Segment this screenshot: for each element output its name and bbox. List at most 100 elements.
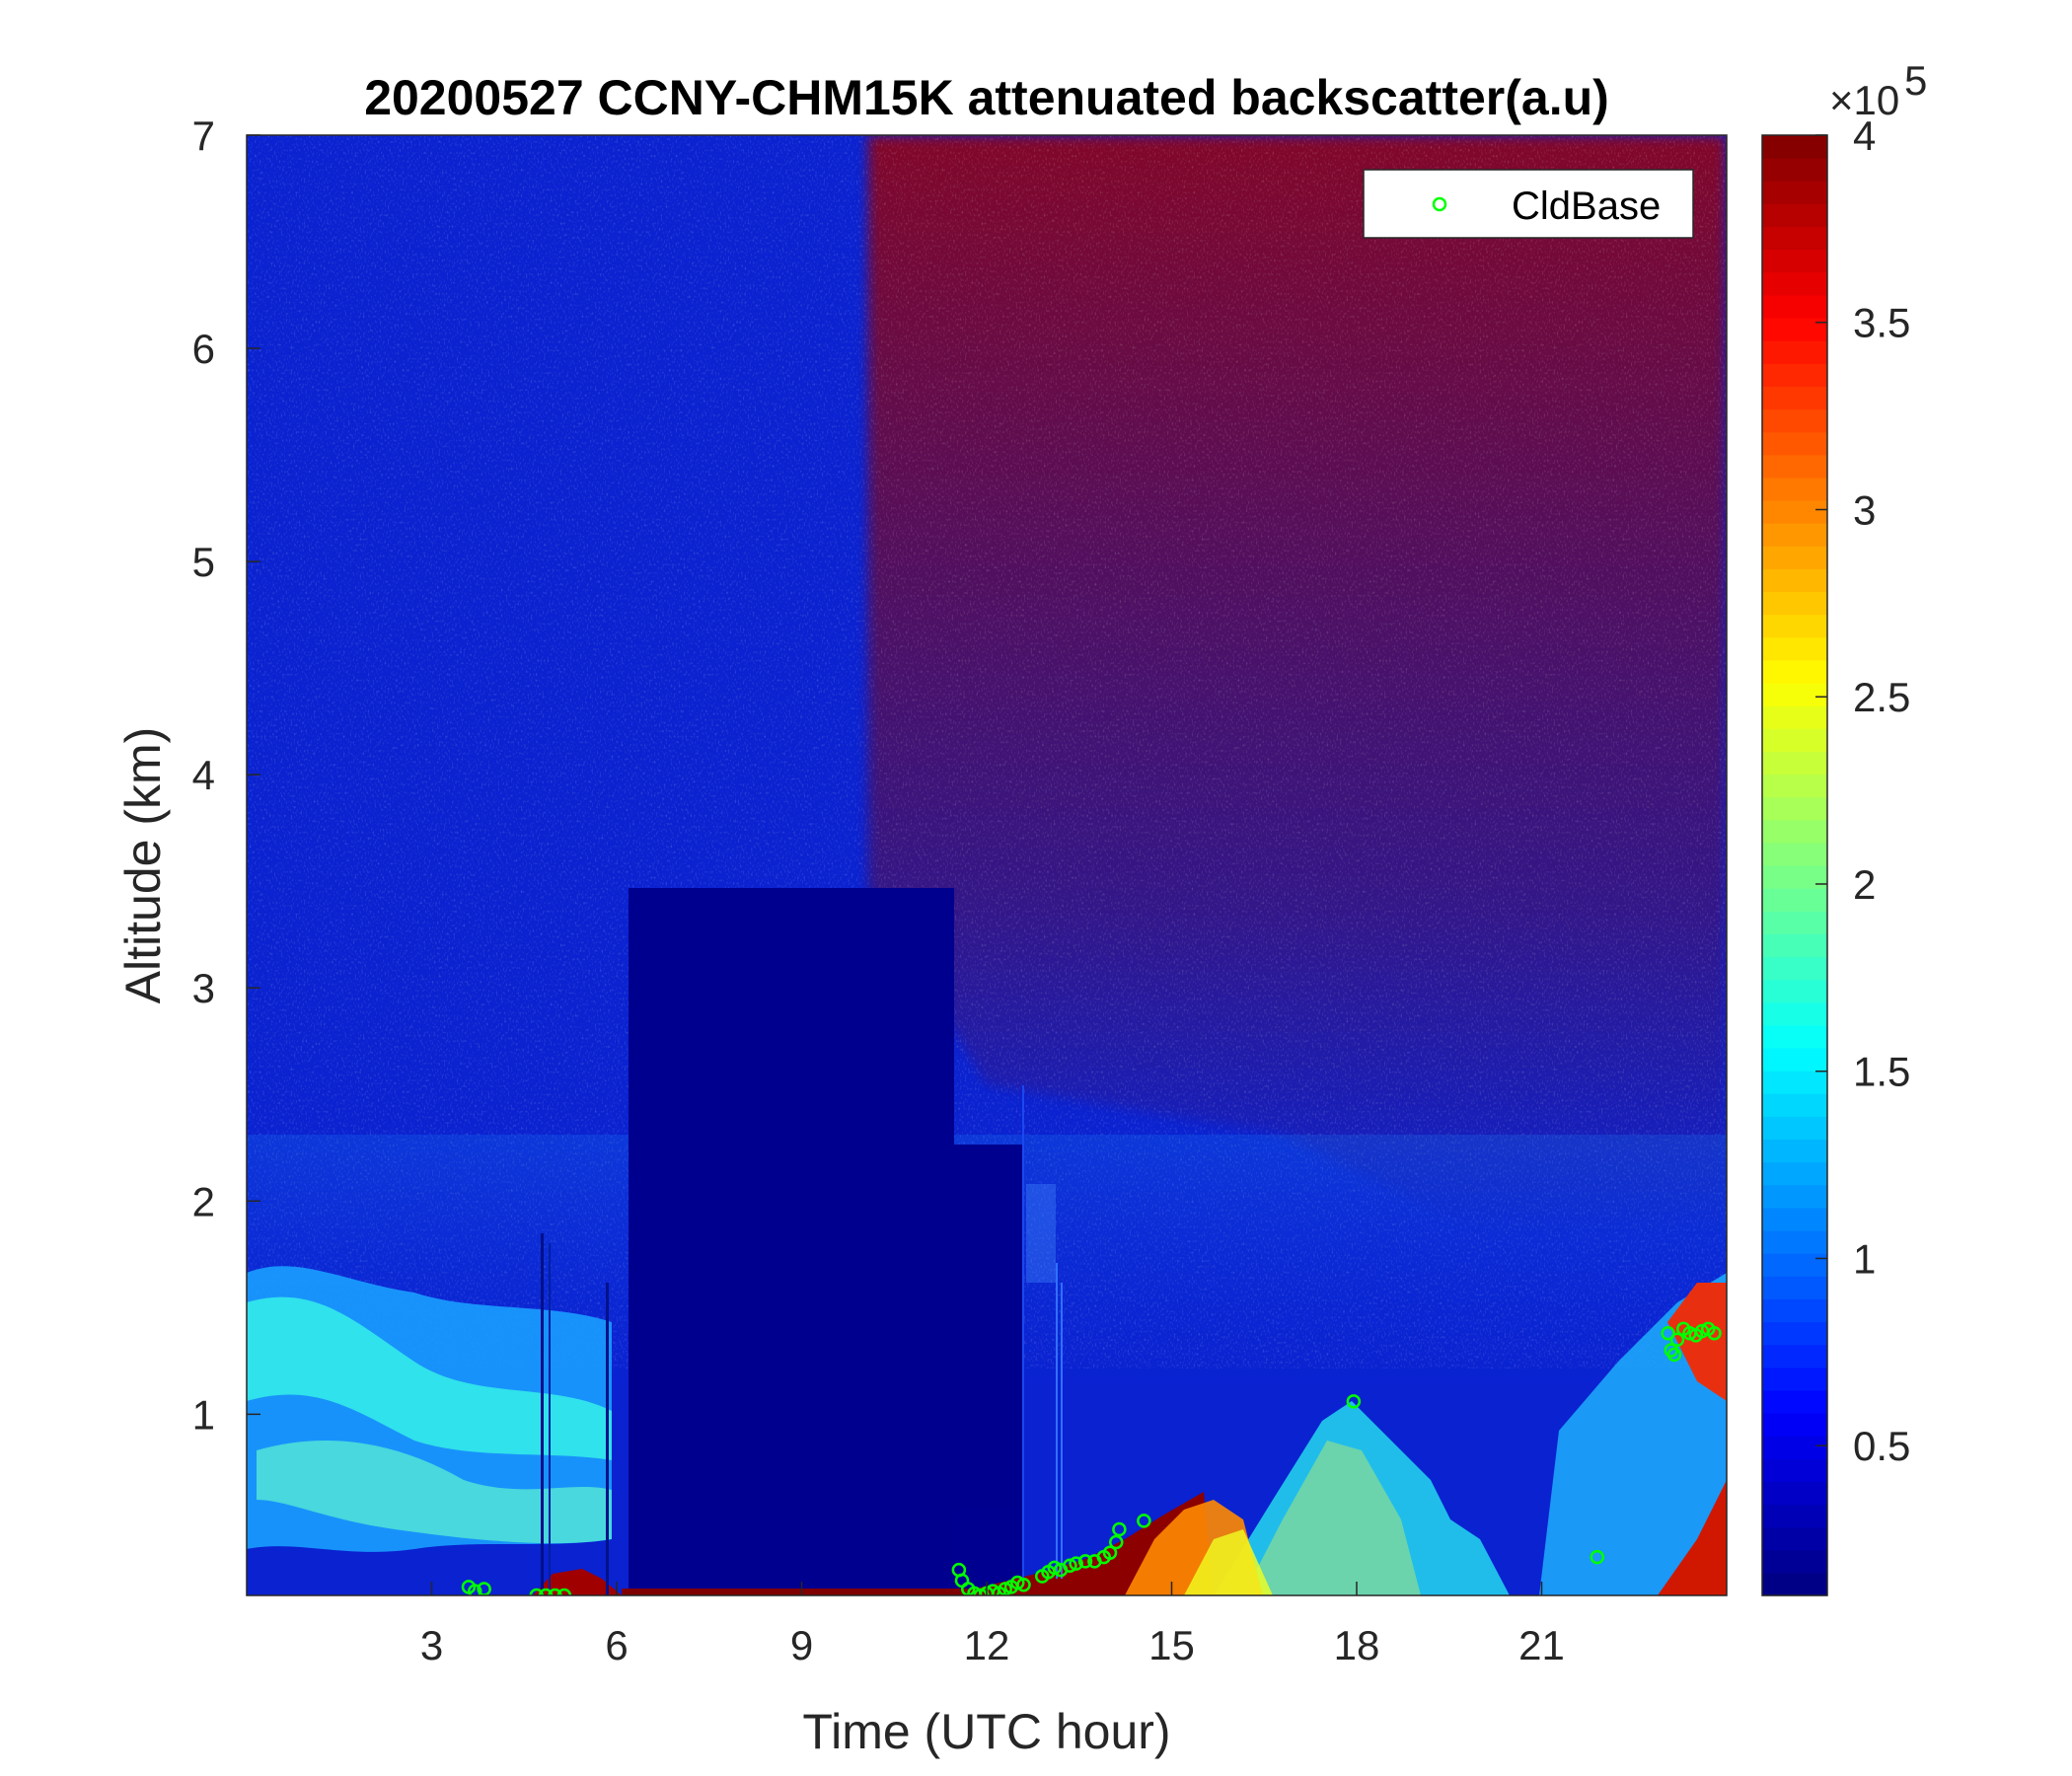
colorbar-tick-label: 3.5: [1853, 300, 1910, 346]
x-tick-label: 6: [605, 1622, 628, 1668]
cloud-base-point: [1137, 1514, 1151, 1528]
cloud-base-point: [1069, 1556, 1083, 1571]
colorbar-segment: [1762, 1207, 1827, 1231]
colorbar-segment: [1762, 911, 1827, 934]
x-axis: 3 6 9 12 15 18 21: [420, 1582, 1565, 1668]
colorbar-tick-label: 1: [1853, 1235, 1876, 1282]
colorbar-segment: [1762, 1024, 1827, 1049]
legend-label-cldbase: CldBase: [1512, 185, 1661, 228]
colorbar-segment: [1762, 705, 1827, 729]
colorbar-segment: [1762, 979, 1827, 1003]
cloud-base-point: [1063, 1558, 1077, 1574]
cloud-base-point: [548, 1588, 562, 1595]
colorbar-tick-label: 1.5: [1853, 1049, 1910, 1095]
colorbar-segment: [1762, 1572, 1827, 1596]
x-tick-label: 9: [790, 1622, 813, 1668]
left-cyan-streak: [247, 1296, 612, 1460]
legend-marker-cldbase: [1432, 196, 1447, 212]
colorbar-segment: [1762, 500, 1827, 524]
colorbar-tick-label: 0.5: [1853, 1423, 1910, 1469]
colorbar-segment: [1762, 774, 1827, 798]
colorbar-segment: [1762, 659, 1827, 684]
quiet-block: [629, 888, 954, 1595]
cloud-base-point: [556, 1588, 572, 1595]
streak: [541, 1233, 544, 1595]
colorbar-segment: [1762, 1321, 1827, 1346]
colorbar-segment: [1762, 614, 1827, 638]
colorbar-segment: [1762, 956, 1827, 981]
colorbar-segment: [1762, 1298, 1827, 1323]
cloud-base-point: [538, 1588, 554, 1595]
x-axis-label: Time (UTC hour): [802, 1704, 1170, 1759]
colorbar-segment: [1762, 477, 1827, 501]
cloud-base-point: [468, 1584, 482, 1595]
colorbar-segment: [1762, 1048, 1827, 1072]
colorbar-segment: [1762, 1413, 1827, 1437]
cloud-base-point: [1010, 1575, 1025, 1591]
colorbar-segment: [1762, 454, 1827, 479]
colorbar-segment: [1762, 1161, 1827, 1186]
x-tick-label: 15: [1148, 1622, 1195, 1668]
surface-red-layer: [888, 1492, 1214, 1595]
colorbar-segment: [1762, 271, 1827, 296]
right-aerosol-hill: [1214, 1401, 1510, 1595]
cloud-base-point: [1112, 1521, 1127, 1537]
colorbar-segment: [1762, 249, 1827, 273]
colorbar-segment: [1762, 728, 1827, 752]
colorbar-segment: [1762, 1093, 1827, 1117]
cloud-base-point: [529, 1588, 544, 1595]
cloud-base-point: [1109, 1534, 1124, 1550]
colorbar-segment: [1762, 294, 1827, 319]
colorbar-segment: [1762, 1071, 1827, 1094]
streak: [1056, 1263, 1058, 1579]
colorbar-segment: [1762, 888, 1827, 912]
cloud-base-point: [1047, 1560, 1062, 1576]
colorbar-tick-label: 3: [1853, 486, 1876, 533]
colorbar-exponent: 5: [1904, 57, 1927, 104]
heatmap: [247, 135, 1727, 1595]
colorbar-segment: [1762, 1116, 1827, 1141]
colorbar-segment: [1762, 203, 1827, 228]
colorbar-segment: [1762, 636, 1827, 661]
y-tick-label: 2: [192, 1178, 215, 1224]
colorbar-segment: [1762, 1504, 1827, 1528]
colorbar-tick-label: 2.5: [1853, 674, 1910, 720]
right-aerosol-yellow: [1243, 1441, 1421, 1595]
colorbar-segment: [1762, 796, 1827, 821]
colorbar-segment: [1762, 1458, 1827, 1482]
cloud-base-point: [1346, 1394, 1362, 1409]
cloud-base-point: [1666, 1347, 1682, 1363]
colorbar-segment: [1762, 1276, 1827, 1299]
colorbar-segment: [1762, 523, 1827, 547]
colorbar-segment: [1762, 1436, 1827, 1459]
legend: CldBase: [1363, 169, 1694, 239]
x-tick-label: 3: [420, 1622, 443, 1668]
colorbar-segment: [1762, 1139, 1827, 1163]
y-tick-label: 6: [192, 326, 215, 372]
streak: [606, 1283, 609, 1595]
colorbar-frame: [1761, 134, 1828, 1596]
streak: [1061, 1283, 1063, 1579]
streak: [1022, 1085, 1024, 1579]
colorbar-segment: [1762, 135, 1827, 159]
colorbar-ticks: 0.5 1 1.5 2 2.5 3 3.5 4: [1815, 112, 1910, 1469]
surface-yellow-layer: [1184, 1529, 1273, 1595]
colorbar: 0.5 1 1.5 2 2.5 3 3.5 4 ×10 5: [1761, 57, 1927, 1596]
colorbar-segment: [1762, 226, 1827, 251]
colorbar-segment: [1762, 1481, 1827, 1506]
colorbar-segment: [1762, 1253, 1827, 1277]
y-tick-label: 3: [192, 965, 215, 1011]
x-tick-label: 21: [1518, 1622, 1565, 1668]
colorbar-segment: [1762, 431, 1827, 456]
colorbar-segment: [1762, 181, 1827, 204]
cloud-base-point: [1590, 1549, 1604, 1565]
colorbar-segment: [1762, 842, 1827, 866]
colorbar-segment: [1762, 1526, 1827, 1551]
colorbar-segment: [1762, 363, 1827, 387]
surface-red-strip: [622, 1589, 1016, 1595]
cloud-base-point: [1669, 1332, 1685, 1347]
colorbar-segment: [1762, 865, 1827, 889]
colorbar-segment: [1762, 1344, 1827, 1369]
cloud-base-point: [973, 1588, 988, 1595]
